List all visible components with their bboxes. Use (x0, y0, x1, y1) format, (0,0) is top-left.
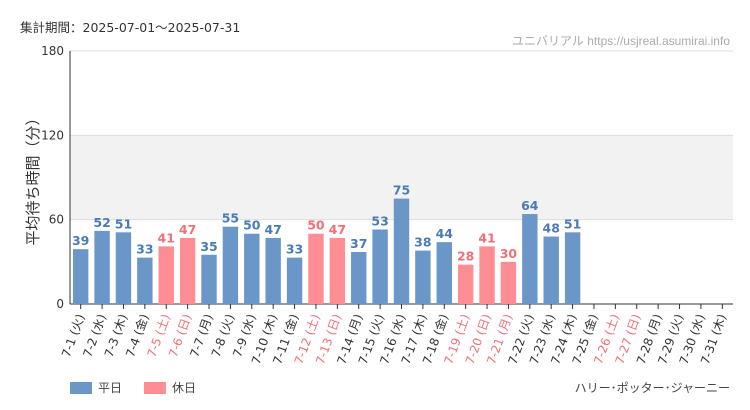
bar (329, 237, 346, 304)
bar (372, 229, 388, 304)
bar (457, 264, 474, 304)
bar-value-label: 75 (393, 183, 410, 198)
bar (244, 233, 260, 304)
bar-value-label: 52 (93, 215, 110, 230)
bar-value-label: 30 (500, 246, 518, 261)
bar (479, 246, 495, 304)
bar-value-label: 50 (243, 218, 261, 233)
legend-swatch-holiday (144, 381, 167, 394)
y-tick-label: 0 (56, 297, 64, 311)
bar (543, 236, 559, 304)
bar (500, 261, 517, 304)
legend: 平日 休日 (70, 379, 196, 396)
y-tick-label: 60 (49, 213, 64, 227)
bar-value-label: 50 (307, 218, 325, 233)
bar-value-label: 41 (478, 230, 495, 245)
bar (222, 226, 239, 304)
bar (72, 249, 89, 304)
bar (201, 254, 217, 304)
legend-label-holiday: 休日 (172, 381, 197, 395)
bar-value-label: 33 (136, 242, 153, 257)
bar-value-label: 38 (414, 235, 431, 250)
bar (564, 232, 581, 304)
bar-value-label: 35 (200, 239, 217, 254)
legend-item-holiday: 休日 (144, 379, 196, 396)
bar-value-label: 55 (222, 211, 239, 226)
bar (415, 250, 431, 304)
bar-value-label: 51 (564, 216, 581, 231)
bar-value-label: 51 (115, 216, 132, 231)
bar-value-label: 64 (521, 198, 539, 213)
bar (393, 198, 410, 304)
bar (436, 242, 452, 304)
bar-value-label: 44 (436, 226, 454, 241)
bar-value-label: 48 (543, 221, 560, 236)
bar (137, 257, 153, 304)
site-credit: ユニバリアル https://usjreal.asumirai.info (512, 34, 730, 48)
bar (522, 214, 538, 304)
bar (94, 230, 110, 304)
bar (115, 232, 132, 304)
bar (179, 237, 196, 304)
bar-value-label: 39 (72, 233, 89, 248)
bar-value-label: 47 (329, 222, 346, 237)
legend-item-weekday: 平日 (70, 379, 122, 396)
bar-value-label: 53 (371, 214, 388, 229)
bar (351, 251, 367, 304)
bar-value-label: 37 (350, 236, 367, 251)
bar-value-label: 41 (158, 230, 175, 245)
bar (265, 237, 281, 304)
attraction-name: ハリー･ポッター･ジャーニー (574, 381, 730, 395)
bar (308, 233, 324, 304)
y-tick-label: 120 (41, 128, 64, 142)
legend-swatch-weekday (70, 381, 92, 394)
period-label: 集計期間：2025-07-01～2025-07-31 (20, 20, 241, 35)
bar-value-label: 47 (264, 222, 281, 237)
bar (158, 246, 174, 304)
bar-value-label: 47 (179, 222, 196, 237)
bar-value-label: 33 (286, 242, 303, 257)
legend-label-weekday: 平日 (98, 381, 123, 395)
bar-value-label: 28 (457, 249, 474, 264)
y-axis-title: 平均待ち時間（分） (24, 110, 42, 245)
y-tick-label: 180 (41, 44, 64, 58)
bar (286, 257, 303, 304)
